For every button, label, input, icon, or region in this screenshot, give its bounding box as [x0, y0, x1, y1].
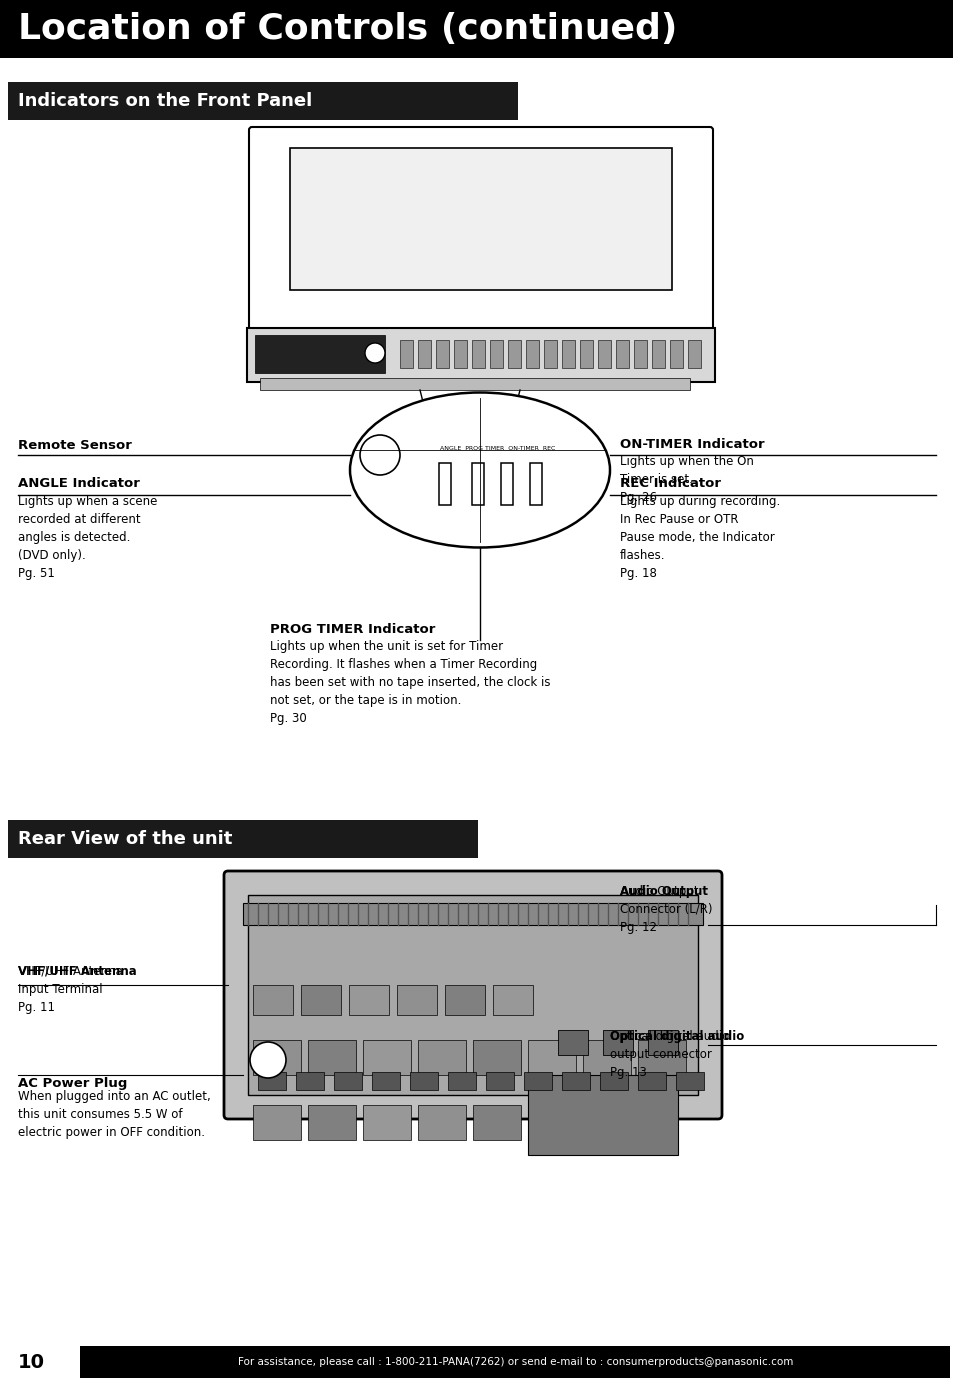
FancyBboxPatch shape [561, 1072, 589, 1090]
Text: Indicators on the Front Panel: Indicators on the Front Panel [18, 93, 312, 111]
FancyBboxPatch shape [80, 1346, 949, 1378]
FancyBboxPatch shape [647, 1030, 678, 1054]
Text: Rear View of the unit: Rear View of the unit [18, 831, 233, 849]
FancyBboxPatch shape [0, 0, 953, 58]
Text: ANGLE  PROG TIMER  ON-TIMER  REC: ANGLE PROG TIMER ON-TIMER REC [439, 445, 555, 451]
FancyBboxPatch shape [363, 1106, 411, 1140]
FancyBboxPatch shape [598, 340, 610, 368]
FancyBboxPatch shape [485, 1072, 514, 1090]
Ellipse shape [350, 392, 609, 547]
FancyBboxPatch shape [472, 340, 484, 368]
Text: When plugged into an AC outlet,
this unit consumes 5.5 W of
electric power in OF: When plugged into an AC outlet, this uni… [18, 1090, 211, 1139]
FancyBboxPatch shape [301, 985, 340, 1014]
FancyBboxPatch shape [308, 1106, 355, 1140]
FancyBboxPatch shape [527, 1106, 576, 1140]
FancyBboxPatch shape [582, 1041, 630, 1075]
FancyBboxPatch shape [599, 1072, 627, 1090]
FancyBboxPatch shape [473, 1106, 520, 1140]
FancyBboxPatch shape [638, 1041, 685, 1075]
FancyBboxPatch shape [396, 985, 436, 1014]
FancyBboxPatch shape [525, 340, 538, 368]
FancyBboxPatch shape [616, 340, 628, 368]
Text: Audio Output
Connector (L/R)
Pg. 12: Audio Output Connector (L/R) Pg. 12 [619, 884, 712, 934]
FancyBboxPatch shape [579, 340, 593, 368]
Text: Lights up when the On
Timer is set.
Pg. 26: Lights up when the On Timer is set. Pg. … [619, 455, 753, 504]
FancyBboxPatch shape [438, 463, 451, 504]
FancyBboxPatch shape [8, 82, 517, 120]
Text: Lights up when the unit is set for Timer
Recording. It flashes when a Timer Reco: Lights up when the unit is set for Timer… [270, 640, 550, 726]
FancyBboxPatch shape [224, 871, 721, 1119]
FancyBboxPatch shape [417, 1106, 465, 1140]
FancyBboxPatch shape [247, 328, 714, 381]
FancyBboxPatch shape [676, 1072, 703, 1090]
FancyBboxPatch shape [472, 463, 483, 504]
FancyBboxPatch shape [634, 340, 646, 368]
FancyBboxPatch shape [8, 820, 477, 858]
FancyBboxPatch shape [253, 1041, 301, 1075]
FancyBboxPatch shape [253, 1106, 301, 1140]
Circle shape [250, 1042, 286, 1078]
Text: Audio Output: Audio Output [619, 884, 707, 898]
Text: 10: 10 [18, 1353, 45, 1371]
FancyBboxPatch shape [687, 340, 700, 368]
FancyBboxPatch shape [254, 334, 385, 373]
Text: PROG TIMER Indicator: PROG TIMER Indicator [270, 623, 435, 636]
Text: Location of Controls (continued): Location of Controls (continued) [18, 12, 677, 46]
FancyBboxPatch shape [295, 1072, 324, 1090]
FancyBboxPatch shape [436, 340, 449, 368]
FancyBboxPatch shape [372, 1072, 399, 1090]
FancyBboxPatch shape [454, 340, 467, 368]
FancyBboxPatch shape [543, 340, 557, 368]
FancyBboxPatch shape [473, 1041, 520, 1075]
Text: Optical digital audio
output connector
Pg. 13: Optical digital audio output connector P… [609, 1030, 728, 1079]
Text: REC Indicator: REC Indicator [619, 477, 720, 491]
FancyBboxPatch shape [527, 1075, 678, 1155]
FancyBboxPatch shape [349, 985, 389, 1014]
Text: Remote Sensor: Remote Sensor [18, 439, 132, 452]
Text: Lights up during recording.
In Rec Pause or OTR
Pause mode, the Indicator
flashe: Lights up during recording. In Rec Pause… [619, 495, 780, 580]
FancyBboxPatch shape [334, 1072, 361, 1090]
FancyBboxPatch shape [257, 1072, 286, 1090]
FancyBboxPatch shape [527, 1041, 576, 1075]
FancyBboxPatch shape [507, 340, 520, 368]
FancyBboxPatch shape [249, 127, 712, 333]
Circle shape [365, 343, 385, 363]
Text: VHF/UHF Antenna: VHF/UHF Antenna [18, 965, 136, 978]
FancyBboxPatch shape [500, 463, 513, 504]
FancyBboxPatch shape [410, 1072, 437, 1090]
FancyBboxPatch shape [0, 1342, 953, 1382]
FancyBboxPatch shape [363, 1041, 411, 1075]
FancyBboxPatch shape [417, 1041, 465, 1075]
Text: Optical digital audio: Optical digital audio [609, 1030, 743, 1043]
Circle shape [359, 435, 399, 475]
FancyBboxPatch shape [444, 985, 484, 1014]
FancyBboxPatch shape [493, 985, 533, 1014]
FancyBboxPatch shape [561, 340, 575, 368]
FancyBboxPatch shape [582, 1106, 630, 1140]
FancyBboxPatch shape [530, 463, 541, 504]
FancyBboxPatch shape [558, 1030, 587, 1054]
FancyBboxPatch shape [448, 1072, 476, 1090]
FancyBboxPatch shape [253, 985, 293, 1014]
FancyBboxPatch shape [490, 340, 502, 368]
FancyBboxPatch shape [602, 1030, 633, 1054]
Text: ANGLE Indicator: ANGLE Indicator [18, 477, 140, 491]
Text: Lights up when a scene
recorded at different
angles is detected.
(DVD only).
Pg.: Lights up when a scene recorded at diffe… [18, 495, 157, 580]
Text: For assistance, please call : 1-800-211-PANA(7262) or send e-mail to : consumerp: For assistance, please call : 1-800-211-… [238, 1357, 793, 1367]
FancyBboxPatch shape [417, 340, 431, 368]
FancyBboxPatch shape [399, 340, 413, 368]
Text: ON-TIMER Indicator: ON-TIMER Indicator [619, 438, 763, 451]
FancyBboxPatch shape [523, 1072, 552, 1090]
FancyBboxPatch shape [260, 379, 689, 390]
FancyBboxPatch shape [308, 1041, 355, 1075]
Text: VHF/UHF Antenna
Input Terminal
Pg. 11: VHF/UHF Antenna Input Terminal Pg. 11 [18, 965, 123, 1014]
Text: AC Power Plug: AC Power Plug [18, 1077, 128, 1090]
FancyBboxPatch shape [669, 340, 682, 368]
FancyBboxPatch shape [651, 340, 664, 368]
FancyBboxPatch shape [290, 148, 671, 290]
FancyBboxPatch shape [638, 1072, 665, 1090]
FancyBboxPatch shape [248, 896, 698, 1095]
FancyBboxPatch shape [243, 902, 702, 925]
